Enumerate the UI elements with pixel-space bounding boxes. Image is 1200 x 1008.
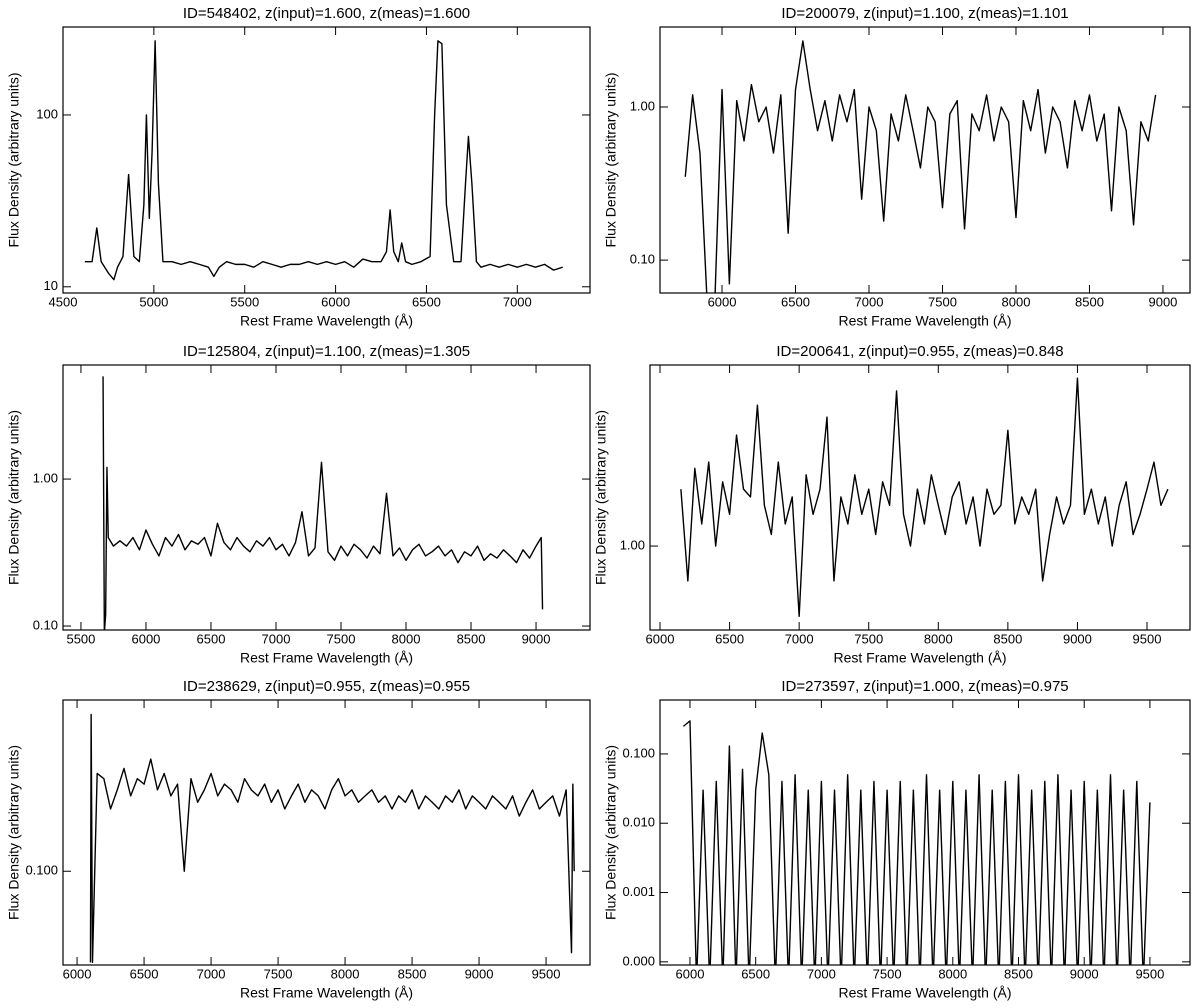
x-tick-label: 6500 <box>412 294 441 309</box>
y-tick-label: 1.00 <box>33 470 58 485</box>
y-tick-label: 0.001 <box>622 884 655 899</box>
plot-frame <box>62 26 591 294</box>
x-tick-label: 6500 <box>781 294 810 309</box>
x-tick-label: 7000 <box>262 631 291 646</box>
x-tick-label: 8500 <box>1004 966 1033 981</box>
x-tick-label: 9500 <box>1135 966 1164 981</box>
x-tick-label: 5500 <box>66 631 95 646</box>
y-tick-label: 0.010 <box>622 815 655 830</box>
axis-label: Rest Frame Wavelength (Å) <box>240 313 413 329</box>
x-tick-label: 6000 <box>321 294 350 309</box>
spectrum-panel: ID=200641, z(input)=0.955, z(meas)=0.848… <box>593 343 1191 666</box>
y-tick-label: 0.100 <box>25 863 58 878</box>
x-tick-label: 8500 <box>457 631 486 646</box>
x-tick-label: 8000 <box>392 631 421 646</box>
title: ID=200641, z(input)=0.955, z(meas)=0.848 <box>776 343 1063 360</box>
x-tick-label: 7500 <box>873 966 902 981</box>
spectrum-line <box>682 720 1151 965</box>
y-tick-label: 0.000 <box>622 953 655 968</box>
x-tick-label: 7500 <box>928 294 957 309</box>
x-tick-label: 7000 <box>197 966 226 981</box>
axis-label: Flux Density (arbitrary units) <box>6 745 22 920</box>
x-tick-label: 9000 <box>1070 966 1099 981</box>
x-tick-label: 9000 <box>1063 631 1092 646</box>
x-tick-label: 8500 <box>993 631 1022 646</box>
plot-frame <box>659 699 1191 966</box>
plot-frame <box>62 364 591 631</box>
x-tick-label: 6500 <box>197 631 226 646</box>
x-tick-label: 8500 <box>1075 294 1104 309</box>
x-tick-label: 4500 <box>49 294 78 309</box>
axis-label: Rest Frame Wavelength (Å) <box>839 313 1012 329</box>
spectrum-panel: ID=238629, z(input)=0.955, z(meas)=0.955… <box>6 678 591 1001</box>
y-tick-label: 0.10 <box>33 617 58 632</box>
axis-label: Rest Frame Wavelength (Å) <box>839 985 1012 1001</box>
x-tick-label: 6500 <box>715 631 744 646</box>
title: ID=125804, z(input)=1.100, z(meas)=1.305 <box>183 343 470 360</box>
x-tick-label: 8000 <box>938 966 967 981</box>
axis-label: Flux Density (arbitrary units) <box>603 72 619 247</box>
x-tick-label: 7000 <box>855 294 884 309</box>
y-tick-label: 100 <box>36 106 58 121</box>
x-tick-label: 6500 <box>130 966 159 981</box>
x-tick-label: 9000 <box>465 966 494 981</box>
spectrum-panel: ID=273597, z(input)=1.000, z(meas)=0.975… <box>603 678 1191 1001</box>
axis-label: Flux Density (arbitrary units) <box>603 745 619 920</box>
spectrum-panel: ID=548402, z(input)=1.600, z(meas)=1.600… <box>6 5 591 329</box>
title: ID=273597, z(input)=1.000, z(meas)=0.975 <box>781 678 1068 695</box>
x-tick-label: 9500 <box>532 966 561 981</box>
x-tick-label: 5500 <box>230 294 259 309</box>
axis-label: Rest Frame Wavelength (Å) <box>834 650 1007 666</box>
spectrum-line <box>89 713 575 964</box>
x-tick-label: 6000 <box>131 631 160 646</box>
x-tick-label: 6000 <box>708 294 737 309</box>
y-tick-label: 1.00 <box>620 537 645 552</box>
title: ID=548402, z(input)=1.600, z(meas)=1.600 <box>183 5 470 22</box>
x-tick-label: 7500 <box>327 631 356 646</box>
y-tick-label: 1.00 <box>630 98 655 113</box>
axis-label: Flux Density (arbitrary units) <box>593 410 609 585</box>
spectrum-line <box>680 377 1169 617</box>
axis-label: Flux Density (arbitrary units) <box>6 72 22 247</box>
x-tick-label: 8500 <box>398 966 427 981</box>
x-tick-label: 7500 <box>854 631 883 646</box>
x-tick-label: 9500 <box>1133 631 1162 646</box>
title: ID=238629, z(input)=0.955, z(meas)=0.955 <box>183 678 470 695</box>
axis-label: Rest Frame Wavelength (Å) <box>240 650 413 666</box>
x-tick-label: 8000 <box>1002 294 1031 309</box>
title: ID=200079, z(input)=1.100, z(meas)=1.101 <box>781 5 1068 22</box>
y-tick-label: 0.100 <box>622 745 655 760</box>
y-tick-label: 0.10 <box>630 252 655 267</box>
x-tick-label: 8000 <box>331 966 360 981</box>
x-tick-label: 5000 <box>139 294 168 309</box>
x-tick-label: 8000 <box>924 631 953 646</box>
x-tick-label: 6000 <box>646 631 675 646</box>
spectrum-line <box>84 40 563 281</box>
x-tick-label: 9000 <box>1148 294 1177 309</box>
x-tick-label: 6000 <box>676 966 705 981</box>
y-tick-label: 10 <box>44 278 58 293</box>
x-tick-label: 7500 <box>264 966 293 981</box>
axis-label: Rest Frame Wavelength (Å) <box>240 985 413 1001</box>
spectrum-panel: ID=125804, z(input)=1.100, z(meas)=1.305… <box>6 343 591 666</box>
plot-frame <box>659 26 1191 294</box>
spectrum-panel: ID=200079, z(input)=1.100, z(meas)=1.101… <box>603 5 1191 329</box>
spectrum-line <box>684 40 1157 293</box>
plot-frame <box>62 699 591 966</box>
plot-frame <box>649 364 1191 631</box>
x-tick-label: 7000 <box>785 631 814 646</box>
x-tick-label: 6500 <box>741 966 770 981</box>
x-tick-label: 6000 <box>63 966 92 981</box>
axis-label: Flux Density (arbitrary units) <box>6 410 22 585</box>
x-tick-label: 9000 <box>522 631 551 646</box>
spectrum-line <box>102 376 544 630</box>
x-tick-label: 7000 <box>503 294 532 309</box>
x-tick-label: 7000 <box>807 966 836 981</box>
